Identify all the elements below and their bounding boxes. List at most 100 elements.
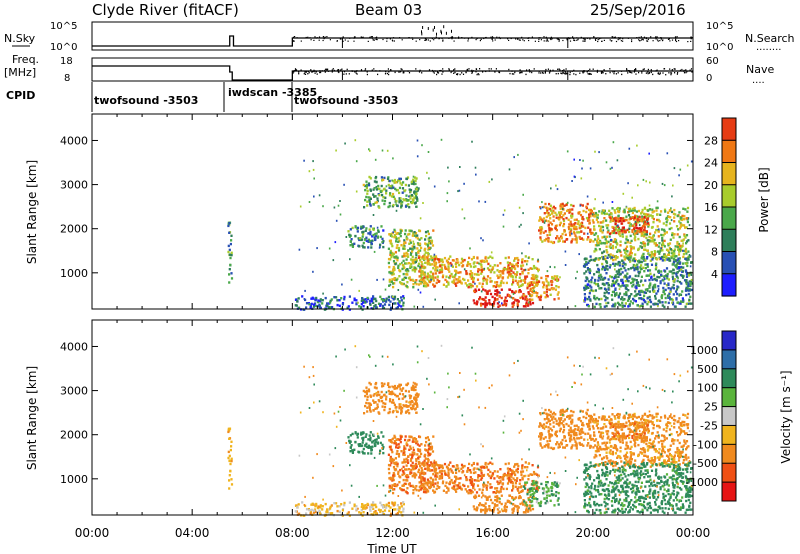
power-cell	[658, 252, 661, 255]
power-cell	[629, 267, 633, 270]
power-cell	[478, 282, 481, 285]
power-speckle	[395, 203, 397, 206]
velocity-cell	[429, 448, 432, 451]
velocity-cell	[414, 400, 418, 403]
power-cell	[480, 297, 483, 301]
power-cell	[540, 226, 543, 229]
power-cell	[613, 229, 616, 232]
velocity-cell	[400, 412, 403, 415]
velocity-cell	[524, 461, 527, 464]
power-cell	[609, 243, 612, 246]
power-cell	[423, 255, 426, 258]
power-cell	[351, 245, 354, 248]
power-speckle	[642, 178, 645, 181]
velocity-cell	[422, 477, 425, 480]
power-cell	[372, 193, 375, 196]
velocity-cell	[338, 505, 341, 508]
power-cell	[622, 219, 625, 223]
power-cell	[639, 297, 643, 300]
power-cell	[593, 215, 596, 218]
power-cell	[672, 277, 675, 281]
power-cell	[587, 218, 590, 221]
velocity-cell	[318, 509, 321, 512]
power-cell	[682, 266, 685, 269]
power-speckle	[605, 302, 607, 305]
power-cell	[532, 275, 535, 279]
power-cell	[597, 258, 600, 261]
power-cell	[409, 266, 412, 269]
power-cell	[445, 285, 448, 288]
power-cell	[656, 303, 659, 306]
nave-sample	[390, 69, 392, 71]
power-cell	[558, 213, 561, 217]
power-cell	[654, 302, 657, 305]
velocity-cell	[446, 486, 449, 489]
velocity-cell	[394, 436, 397, 439]
velocity-cell	[227, 450, 230, 454]
power-cell	[570, 239, 573, 243]
power-cell	[484, 296, 487, 299]
power-cell	[619, 240, 622, 243]
power-cell	[681, 262, 684, 265]
power-cell	[545, 286, 548, 289]
velocity-cell	[364, 444, 367, 447]
power-cell	[586, 283, 589, 286]
nave-sample	[407, 70, 409, 72]
power-cell	[480, 260, 483, 263]
nsky-sample	[660, 37, 662, 39]
power-cell	[423, 271, 426, 274]
power-speckle	[412, 240, 415, 243]
power-cell	[469, 265, 472, 268]
power-cell	[651, 278, 654, 281]
power-cell	[354, 226, 357, 229]
velocity-cell	[380, 431, 383, 434]
nsky-sample	[543, 40, 545, 42]
power-cell	[590, 208, 593, 212]
power-cell	[640, 264, 643, 267]
power-cell	[298, 306, 301, 309]
nave-sample	[415, 68, 417, 70]
velocity-cell	[369, 395, 372, 398]
power-speckle	[337, 204, 340, 207]
power-cell	[436, 266, 439, 269]
velocity-cell	[397, 452, 401, 456]
power-cell	[613, 305, 616, 308]
power-cell	[650, 275, 653, 278]
power-cell	[667, 301, 670, 305]
nsky-sample	[638, 39, 640, 41]
power-cell	[661, 243, 664, 246]
power-cell	[640, 279, 643, 282]
power-cell	[408, 206, 411, 209]
power-cell	[678, 269, 681, 272]
power-cell	[585, 285, 589, 288]
power-cell	[618, 270, 621, 274]
power-cell	[644, 300, 647, 304]
power-cell	[652, 256, 655, 260]
nave-sample	[385, 71, 387, 73]
power-cell	[440, 270, 443, 274]
velocity-cell	[424, 444, 427, 447]
power-cell	[406, 238, 409, 241]
power-cell	[438, 271, 441, 274]
power-cell	[645, 257, 649, 260]
power-cell	[411, 245, 414, 248]
power-cell	[629, 234, 632, 238]
power-cell	[445, 275, 448, 278]
power-cell	[557, 297, 560, 300]
nave-sample	[479, 68, 481, 70]
power-cell	[405, 285, 408, 288]
velocity-cell	[419, 472, 422, 475]
power-cell	[485, 259, 488, 263]
power-cell	[667, 283, 670, 286]
power-cell	[611, 244, 614, 248]
velocity-cell	[411, 461, 414, 464]
power-cell	[413, 247, 416, 250]
power-speckle	[381, 149, 384, 152]
power-cell	[369, 177, 372, 180]
power-cell	[397, 237, 400, 240]
velocity-cell	[362, 511, 365, 514]
power-cell	[369, 197, 372, 200]
power-cell	[568, 211, 571, 214]
power-cell	[654, 268, 657, 271]
power-cell	[499, 275, 502, 278]
